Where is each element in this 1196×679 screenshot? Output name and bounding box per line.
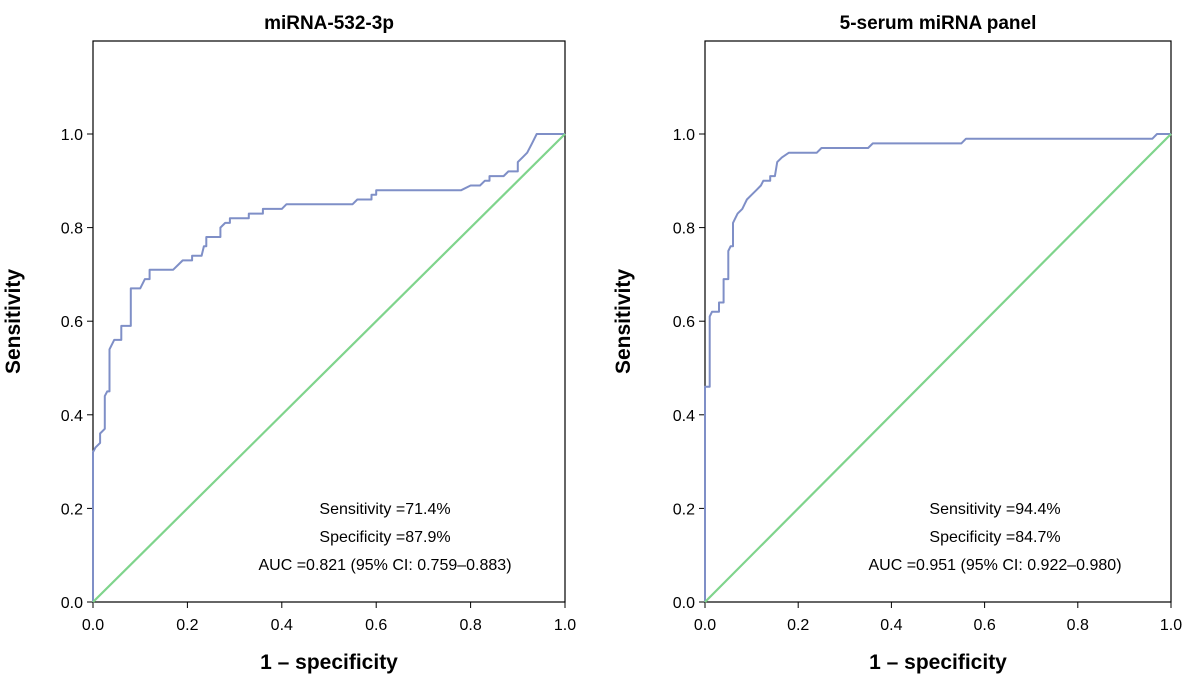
annotation-text: Sensitivity =94.4%: [929, 501, 1060, 518]
roc-chart-mirna-532-3p: miRNA-532-3p 0.0 0.2 0.4 0.6 0.8 1.0 0.0 0.2 0.4 0…: [2, 13, 576, 674]
y-tick-label: 0.6: [61, 314, 83, 331]
x-tick-label: 0.2: [176, 617, 198, 634]
y-tick-label: 0.8: [61, 221, 83, 238]
roc-chart-5-serum-panel: 5-serum miRNA panel 0.0 0.2 0.4 0.6 0.8 1.0 0.0…: [598, 0, 1196, 679]
y-tick-label: 0.6: [673, 314, 695, 331]
x-tick-label: 0.4: [271, 617, 293, 634]
x-tick-label: 0.4: [880, 617, 902, 634]
annotation-text: Specificity =87.9%: [319, 529, 450, 546]
x-tick-label: 0.6: [365, 617, 387, 634]
x-axis-label: 1 – specificity: [260, 651, 398, 674]
roc-curve: [92, 133, 565, 602]
annotation-text: AUC =0.951 (95% CI: 0.922–0.980): [868, 557, 1121, 574]
y-axis-label: Sensitivity: [2, 269, 25, 374]
roc-curve: [704, 133, 1171, 602]
y-tick-label: 1.0: [673, 127, 695, 144]
x-tick-label: 0.0: [694, 617, 716, 634]
x-tick-label: 1.0: [554, 617, 576, 634]
y-tick-label: 0.4: [673, 408, 695, 425]
x-tick-label: 1.0: [1160, 617, 1182, 634]
reference-line: [92, 133, 566, 603]
x-tick-label: 0.8: [459, 617, 481, 634]
y-axis-label: Sensitivity: [612, 269, 635, 374]
y-tick-label: 0.2: [61, 501, 83, 518]
annotation-text: Specificity =84.7%: [929, 529, 1060, 546]
roc-chart-svg: 5-serum miRNA panel 0.0 0.2 0.4 0.6 0.8 1.0 0.0…: [612, 13, 1182, 674]
y-tick-label: 0.2: [673, 501, 695, 518]
x-axis-label: 1 – specificity: [869, 651, 1007, 674]
y-tick-label: 0.8: [673, 221, 695, 238]
x-tick-label: 0.8: [1067, 617, 1089, 634]
chart-title: 5-serum miRNA panel: [840, 13, 1037, 34]
annotation-text: AUC =0.821 (95% CI: 0.759–0.883): [258, 557, 511, 574]
x-tick-label: 0.0: [82, 617, 104, 634]
x-tick-label: 0.6: [973, 617, 995, 634]
roc-chart-svg: miRNA-532-3p 0.0 0.2 0.4 0.6 0.8 1.0 0.0 0.2 0.4 0…: [2, 13, 576, 674]
y-tick-label: 0.0: [61, 595, 83, 612]
y-tick-label: 0.0: [673, 595, 695, 612]
x-tick-label: 0.2: [787, 617, 809, 634]
y-tick-label: 0.4: [61, 408, 83, 425]
chart-title: miRNA-532-3p: [264, 13, 394, 34]
annotation-text: Sensitivity =71.4%: [319, 501, 450, 518]
reference-line: [704, 133, 1172, 603]
y-tick-label: 1.0: [61, 127, 83, 144]
